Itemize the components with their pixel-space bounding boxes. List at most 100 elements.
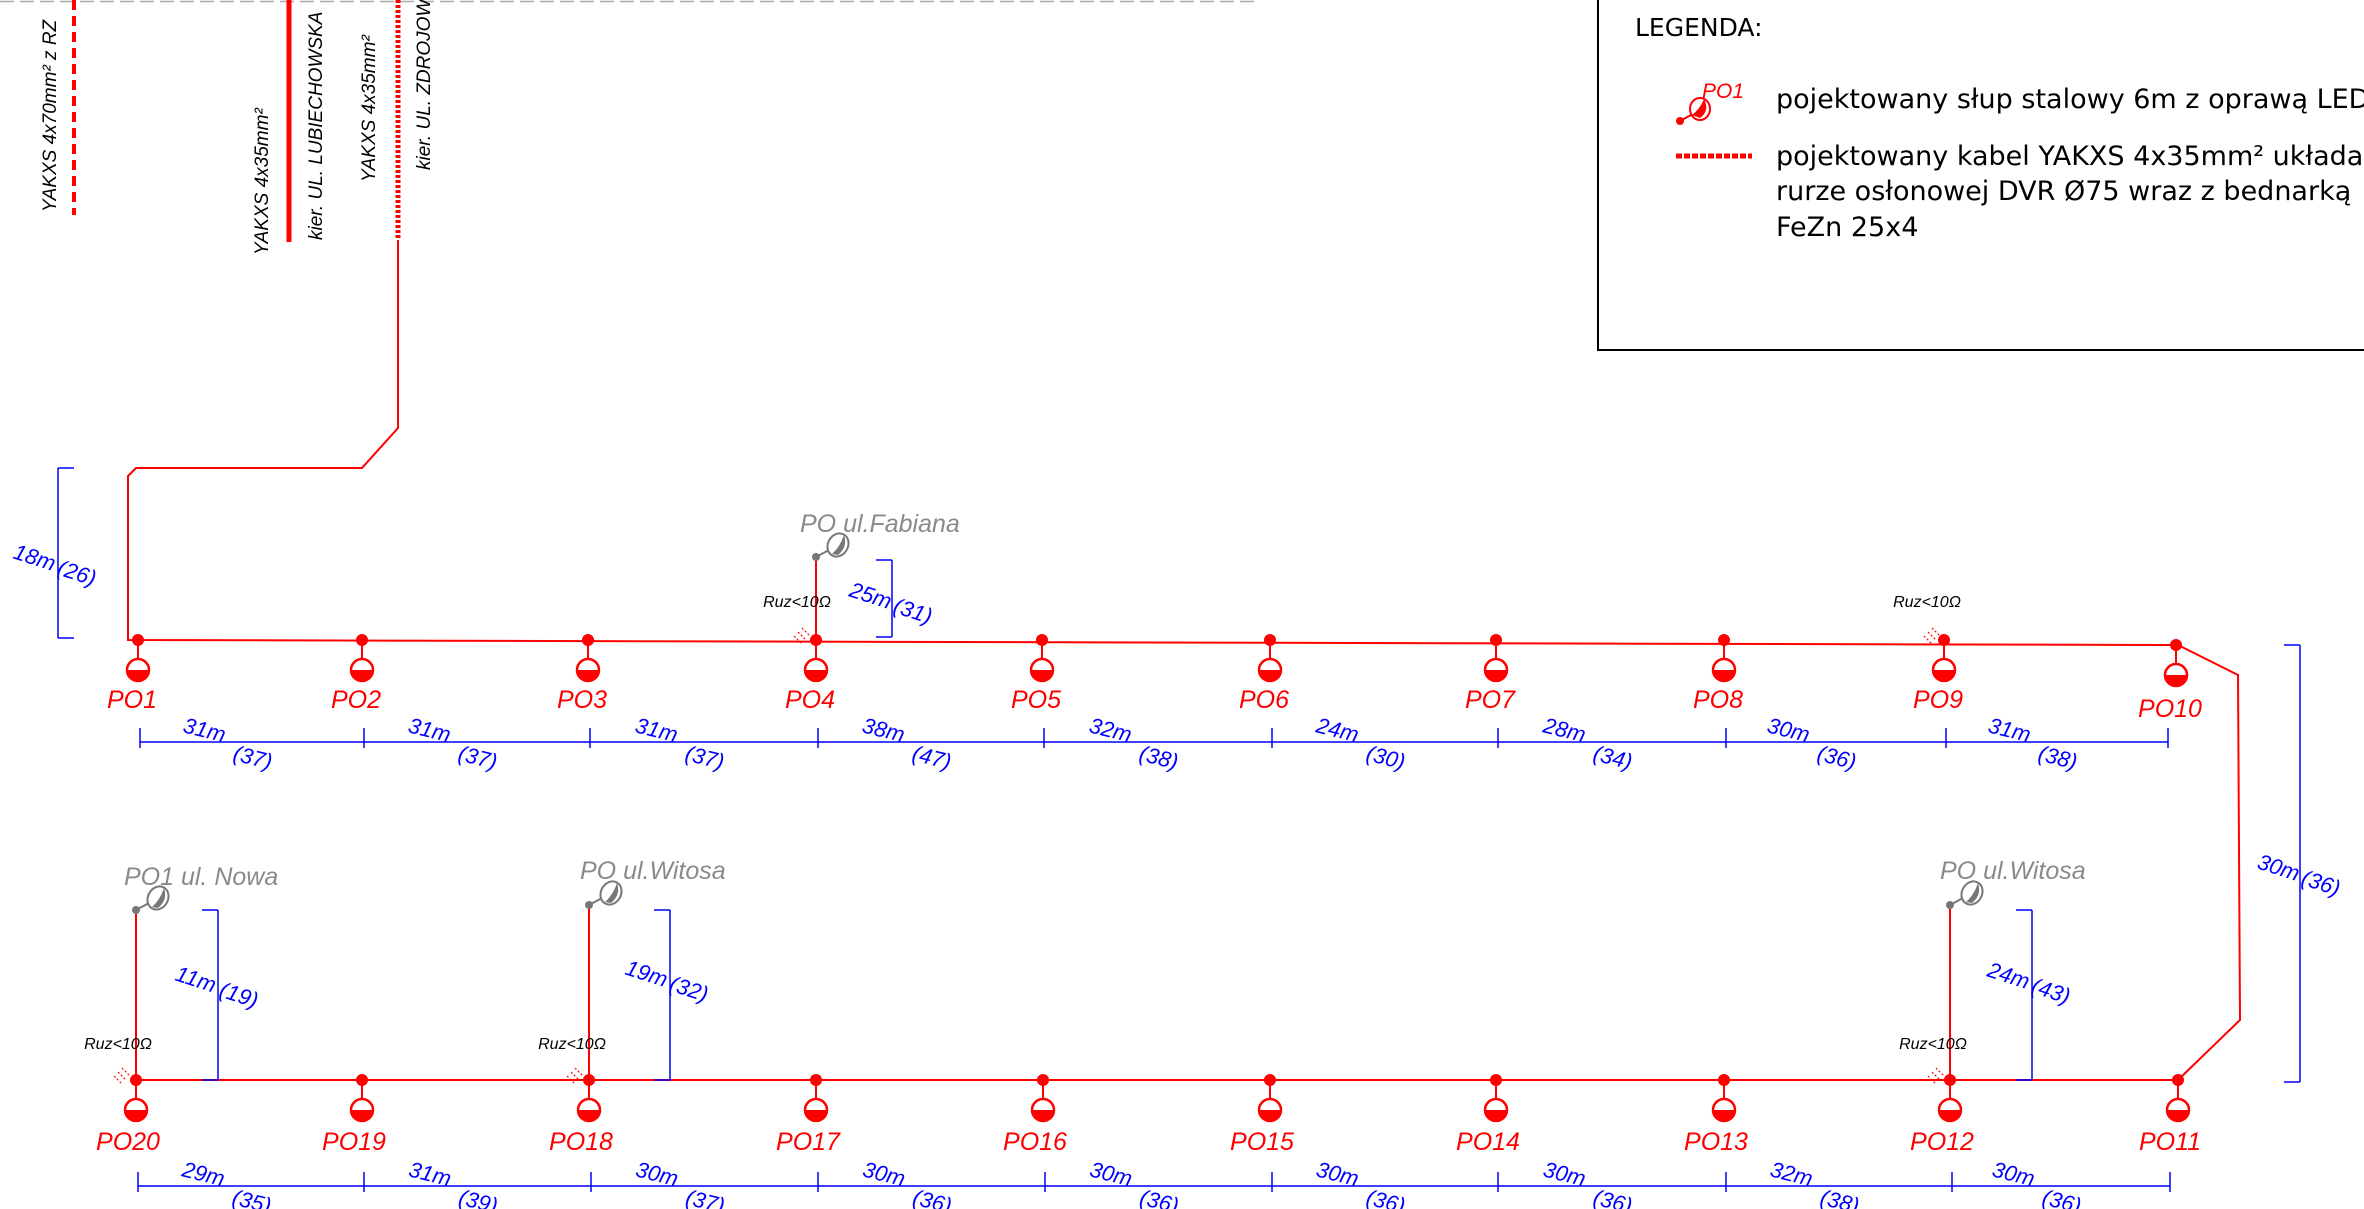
legend-cable-line-3: FeZn 25x4	[1776, 212, 1918, 243]
dim-bottom-length-with-reserve: (35)	[230, 1185, 274, 1209]
pole-po19: PO19	[322, 1072, 386, 1156]
dim-top-length-with-reserve: (30)	[1364, 741, 1408, 775]
dimensions-layer: 31m(37)31m(37)31m(37)38m(47)32m(38)24m(3…	[10, 467, 2343, 1209]
pole-po12: PO12	[1910, 1072, 1974, 1156]
legend-title: LEGENDA:	[1635, 13, 1763, 42]
dim-top-length-with-reserve: (36)	[1815, 741, 1859, 775]
pole-po3: PO3	[557, 632, 607, 714]
pole-label: PO8	[1693, 686, 1743, 714]
existing-pole-fabiana-label: PO ul.Fabiana	[800, 510, 960, 538]
pole-icon	[1030, 1072, 1056, 1123]
pole-icon	[2165, 1072, 2191, 1123]
poles-layer: PO1 PO2 PO3 PO4 PO5 PO6 PO7 PO8 PO9 PO10 PO20 PO19 P…	[96, 632, 2202, 1156]
pole-po15: PO15	[1230, 1072, 1294, 1156]
pole-icon	[349, 1072, 375, 1123]
pole-po8: PO8	[1693, 632, 1743, 714]
pole-po9: PO9	[1913, 632, 1963, 714]
pole-label: PO14	[1456, 1128, 1520, 1156]
pole-icon	[1029, 632, 1055, 683]
dim-right-side-length-with-reserve: (36)	[2298, 865, 2343, 901]
dim-bottom-length-with-reserve: (38)	[1818, 1185, 1862, 1209]
pole-po11: PO11	[2139, 1072, 2201, 1156]
dim-bottom-length-with-reserve: (36)	[1137, 1185, 1181, 1209]
dim-nowa-length: 11m	[172, 961, 219, 997]
dim-bottom-length-with-reserve: (36)	[910, 1185, 954, 1209]
pole-label: PO15	[1230, 1128, 1294, 1156]
pole-po2: PO2	[331, 632, 381, 714]
dim-witosa-left-length-with-reserve: (32)	[666, 971, 711, 1007]
dim-witosa-left-length: 19m	[622, 955, 670, 992]
pole-po7: PO7	[1465, 632, 1516, 714]
dim-fabiana-length-with-reserve: (31)	[890, 593, 935, 629]
dim-left-feed-length: 18m	[10, 539, 58, 576]
ruz-label-po20: Ruz<10Ω	[84, 1036, 152, 1053]
pole-icon	[1711, 632, 1737, 683]
pole-po1: PO1	[107, 632, 157, 714]
pole-label: PO5	[1011, 686, 1061, 714]
pole-label: PO13	[1684, 1128, 1748, 1156]
pole-icon	[1483, 632, 1509, 683]
pole-icon	[576, 1072, 602, 1123]
pole-po14: PO14	[1456, 1072, 1520, 1156]
pole-label: PO16	[1003, 1128, 1067, 1156]
dim-right-side-length: 30m	[2254, 849, 2302, 886]
dim-top-length-with-reserve: (47)	[910, 741, 954, 775]
pole-icon	[1931, 632, 1957, 683]
ruz-marker-po20	[113, 1067, 131, 1085]
dim-bottom-length-with-reserve: (39)	[456, 1185, 500, 1209]
pole-icon	[2163, 637, 2189, 688]
dim-nowa-length-with-reserve: (19)	[216, 977, 261, 1013]
pole-label: PO6	[1239, 686, 1289, 714]
dim-left-feed-length-with-reserve: (26)	[54, 555, 99, 591]
legend-box	[1597, 0, 2364, 351]
pole-icon	[1483, 1072, 1509, 1123]
label-cable-yakxs70: YAKXS 4x70mm² z RZ	[40, 18, 61, 212]
pole-icon	[125, 632, 151, 683]
pole-label: PO10	[2138, 695, 2202, 723]
label-cable-yakxs35-b: YAKXS 4x35mm²	[359, 35, 380, 182]
label-cable-yakxs35-a: YAKXS 4x35mm²	[252, 108, 273, 255]
dim-top-length-with-reserve: (37)	[683, 741, 727, 775]
legend-pole-desc: pojektowany słup stalowy 6m z oprawą LED	[1776, 84, 2364, 115]
ruz-label-po4: Ruz<10Ω	[763, 594, 831, 611]
pole-po4: PO4	[785, 632, 835, 714]
existing-pole-witosa-left-label: PO ul.Witosa	[580, 857, 726, 885]
ruz-label-po12: Ruz<10Ω	[1899, 1036, 1967, 1053]
pole-po10: PO10	[2138, 637, 2202, 723]
ruz-marker-po9	[1923, 627, 1941, 645]
pole-po13: PO13	[1684, 1072, 1748, 1156]
dim-top-length-with-reserve: (37)	[456, 741, 500, 775]
pole-po16: PO16	[1003, 1072, 1067, 1156]
pole-po17: PO17	[776, 1072, 841, 1156]
pole-icon	[1937, 1072, 1963, 1123]
dim-top-length-with-reserve: (38)	[1137, 741, 1181, 775]
pole-label: PO9	[1913, 686, 1963, 714]
dim-bottom-length-with-reserve: (36)	[1591, 1185, 1635, 1209]
pole-label: PO2	[331, 686, 381, 714]
pole-po5: PO5	[1011, 632, 1061, 714]
label-dir-lubiechowska: kier. UL. LUBIECHOWSKA	[306, 12, 327, 240]
legend-symbol-label: PO1	[1702, 80, 1744, 103]
dim-top-length-with-reserve: (37)	[231, 741, 275, 775]
pole-label: PO4	[785, 686, 835, 714]
dim-fabiana-length: 25m	[846, 577, 895, 614]
pole-icon	[1257, 1072, 1283, 1123]
pole-po6: PO6	[1239, 632, 1289, 714]
pole-label: PO17	[776, 1128, 841, 1156]
pole-icon	[1711, 1072, 1737, 1123]
pole-label: PO3	[557, 686, 607, 714]
dim-top-length-with-reserve: (38)	[2036, 741, 2080, 775]
pole-label: PO11	[2139, 1128, 2201, 1156]
legend-pole-icon	[1676, 97, 1711, 125]
dim-bottom-length-with-reserve: (37)	[683, 1185, 727, 1209]
pole-po18: PO18	[549, 1072, 613, 1156]
cable-route	[127, 240, 2242, 1081]
ruz-marker-po12	[1927, 1067, 1945, 1085]
pole-label: PO1	[107, 686, 157, 714]
label-dir-zdrojowa: kier. UL. ZDROJOWA	[414, 0, 435, 170]
legend-cable-line-2: rurze osłonowej DVR Ø75 wraz z bednarką	[1776, 176, 2351, 207]
dim-witosa-right-length-with-reserve: (43)	[2028, 973, 2073, 1009]
existing-pole-nowa-label: PO1 ul. Nowa	[124, 863, 278, 891]
pole-label: PO19	[322, 1128, 386, 1156]
